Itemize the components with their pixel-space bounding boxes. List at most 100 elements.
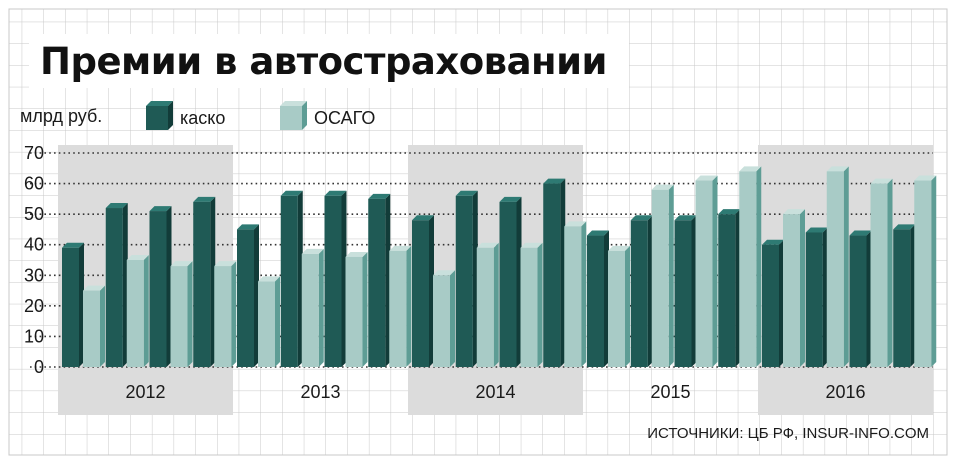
bar-side <box>254 224 259 367</box>
bar-side <box>385 193 391 367</box>
bar-top <box>193 196 216 202</box>
bar-top <box>739 166 762 172</box>
legend-swatch-side-2 <box>302 101 307 130</box>
x-tick-2012: 2012 <box>125 382 165 402</box>
bar-side <box>712 175 718 367</box>
bar-osago-2016-q3 <box>870 178 893 367</box>
y-tick-50: 50 <box>24 204 44 224</box>
source-note: ИСТОЧНИКИ: ЦБ РФ, INSUR-INFO.COM <box>647 425 929 442</box>
bar-top <box>214 261 237 267</box>
bar-side <box>560 178 566 367</box>
bar-osago-2015-q1 <box>608 245 630 367</box>
bar-side <box>691 215 697 367</box>
bar-side <box>143 255 149 367</box>
bar-top <box>870 178 893 184</box>
bar-osago-2012-q3 <box>170 261 193 367</box>
bar-front <box>849 235 867 367</box>
bar-top <box>630 215 653 221</box>
bar-side <box>779 239 784 367</box>
bar-side <box>866 230 872 367</box>
bar-top <box>412 215 434 221</box>
bar-side <box>516 196 522 367</box>
bar-top <box>520 242 543 248</box>
bar-kasko-2012-q4 <box>193 196 216 367</box>
bar-side <box>429 215 434 367</box>
bar-top <box>258 276 280 282</box>
legend-swatch-top-2 <box>280 101 307 106</box>
bar-top <box>62 242 84 248</box>
bar-top <box>762 239 784 245</box>
x-tick-2014: 2014 <box>475 382 515 402</box>
bar-side <box>537 242 543 367</box>
y-tick-60: 60 <box>24 174 44 194</box>
bar-front <box>826 171 844 367</box>
bar-top <box>718 209 741 215</box>
bar-osago-2014-q4 <box>564 221 587 367</box>
bar-front <box>674 220 692 367</box>
bar-osago-2013-q4 <box>389 245 412 367</box>
y-tick-30: 30 <box>24 265 44 285</box>
bar-kasko-2014-q3 <box>499 196 522 367</box>
bar-front <box>587 235 604 367</box>
bar-front <box>695 180 713 367</box>
bar-kasko-2012-q3 <box>149 206 172 367</box>
bar-kasko-2016-q1 <box>762 239 784 367</box>
bar-side <box>931 175 937 367</box>
bar-side <box>166 206 172 367</box>
bar-top <box>587 230 609 236</box>
bar-front <box>893 229 911 367</box>
bar-top <box>543 178 566 184</box>
bar-side <box>647 215 653 367</box>
bar-side <box>843 166 849 367</box>
bar-osago-2016-q1 <box>783 209 805 367</box>
bar-front <box>170 266 188 367</box>
bar-side <box>493 242 499 367</box>
bar-front <box>368 198 386 367</box>
y-tick-10: 10 <box>24 326 44 346</box>
bar-side <box>450 270 455 367</box>
bar-front <box>805 232 823 367</box>
y-tick-20: 20 <box>24 296 44 316</box>
bar-top <box>126 255 149 260</box>
bar-front <box>455 195 473 367</box>
bar-top <box>83 285 105 291</box>
bar-side <box>756 166 762 367</box>
legend-label-2: ОСАГО <box>314 108 375 128</box>
bar-side <box>472 190 478 367</box>
bar-top <box>324 190 347 196</box>
x-tick-2013: 2013 <box>300 382 340 402</box>
bar-kasko-2015-q1 <box>587 230 609 367</box>
bar-front <box>237 229 254 367</box>
bar-front <box>914 180 932 367</box>
bar-kasko-2013-q2 <box>280 190 303 367</box>
bar-kasko-2015-q2 <box>630 215 653 367</box>
bar-top <box>476 242 499 248</box>
bar-kasko-2014-q2 <box>455 190 478 367</box>
legend: каско ОСАГО <box>146 101 375 130</box>
bar-top <box>345 251 368 257</box>
y-axis-unit: млрд руб. <box>20 106 102 126</box>
bar-osago-2014-q3 <box>520 242 543 367</box>
bar-front <box>651 189 669 367</box>
legend-swatch-1 <box>146 106 168 130</box>
bar-front <box>543 183 561 367</box>
bar-kasko-2015-q3 <box>674 215 697 367</box>
bar-kasko-2016-q4 <box>893 224 916 367</box>
bar-top <box>651 184 674 190</box>
bar-front <box>389 250 407 367</box>
bar-side <box>604 230 609 367</box>
bar-top <box>170 261 193 267</box>
bar-side <box>318 248 324 367</box>
bar-kasko-2014-q4 <box>543 178 566 367</box>
bar-side <box>800 209 805 367</box>
bar-top <box>280 190 303 196</box>
bar-front <box>105 208 123 367</box>
bar-top <box>674 215 697 221</box>
legend-swatch-top-1 <box>146 101 173 106</box>
bar-side <box>887 178 893 367</box>
bar-top <box>368 193 391 199</box>
bar-front <box>214 266 232 367</box>
bar-side <box>822 227 828 367</box>
bar-front <box>324 195 342 367</box>
bar-front <box>762 244 779 367</box>
